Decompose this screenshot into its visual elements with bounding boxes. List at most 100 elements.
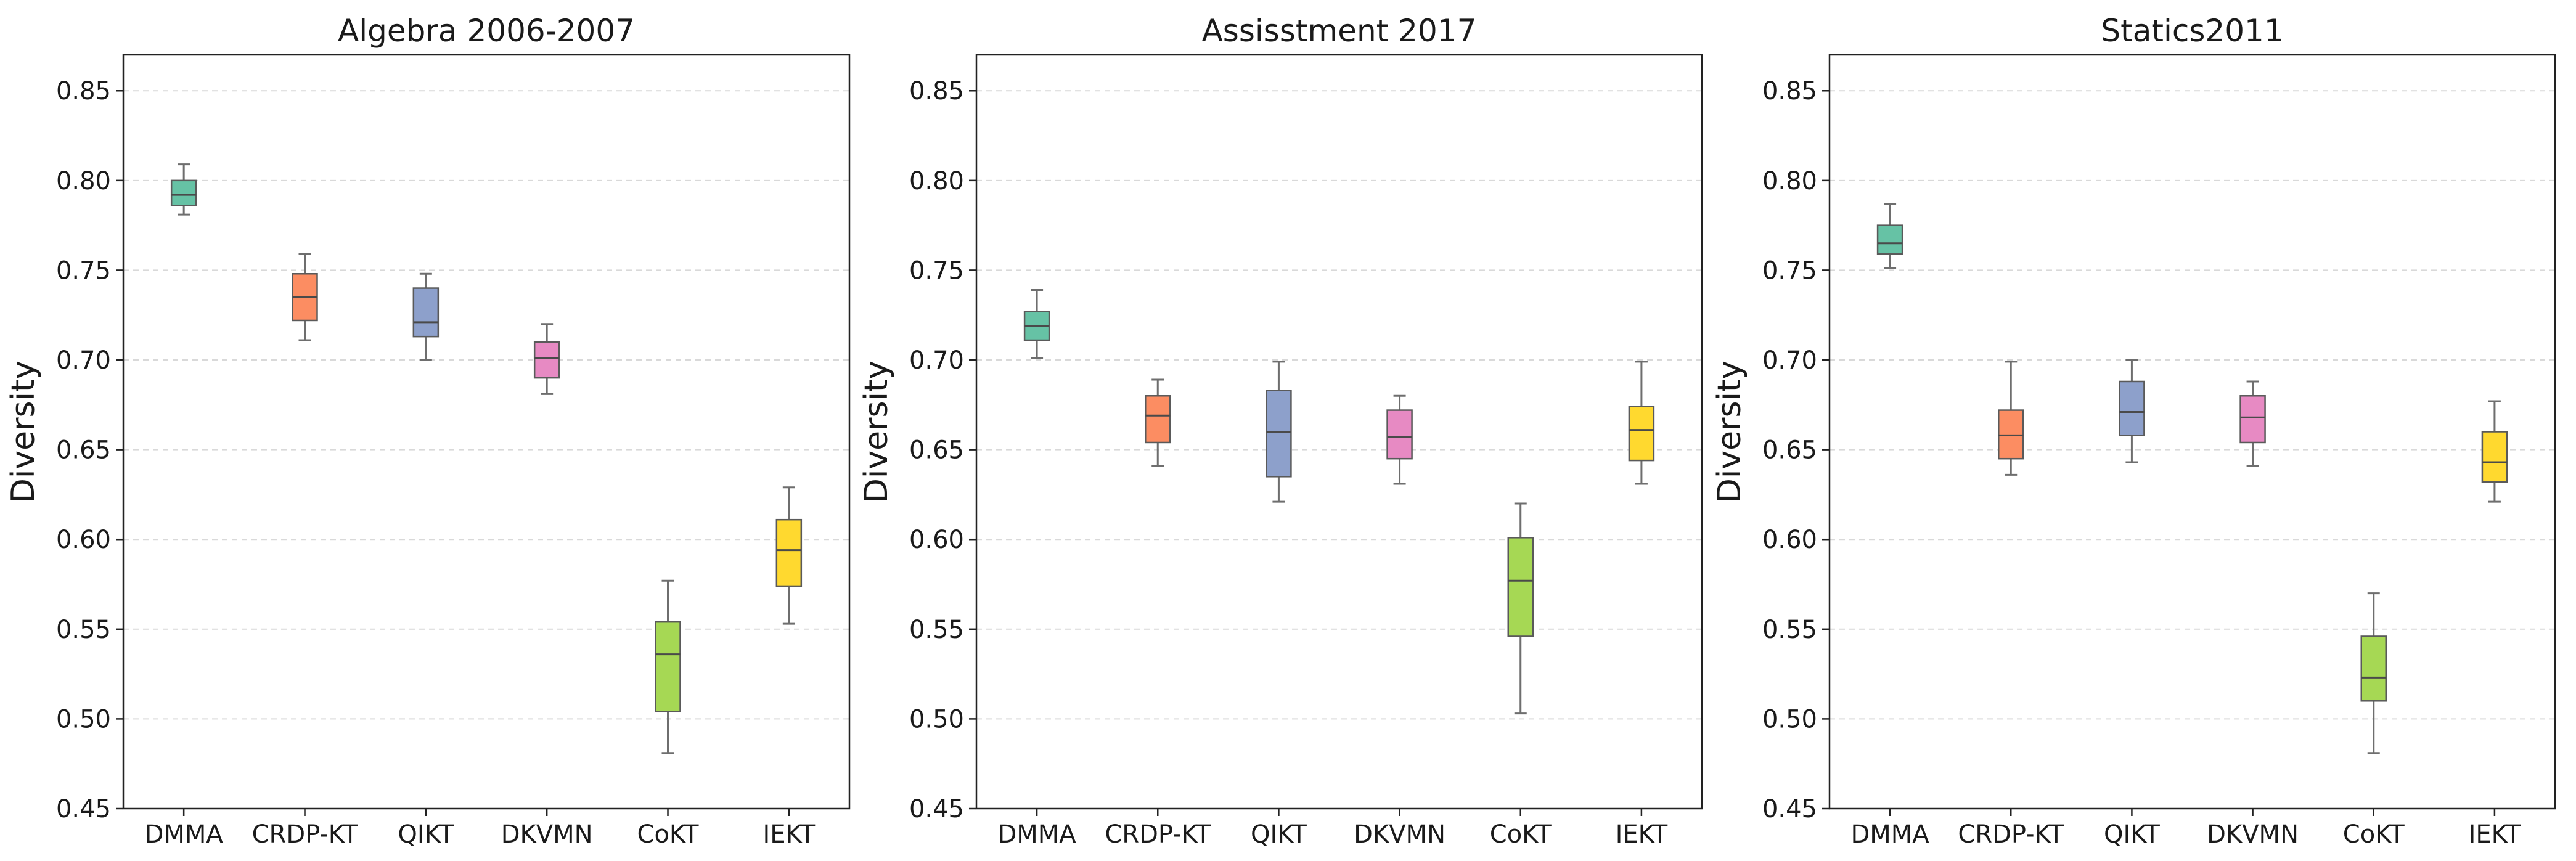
x-tick-label: CRDP-KT bbox=[1105, 820, 1211, 849]
x-tick-label: IEKT bbox=[2469, 820, 2521, 849]
x-tick-label: DMMA bbox=[1850, 820, 1929, 849]
y-tick-label: 0.85 bbox=[909, 77, 964, 105]
iqr-box bbox=[1507, 537, 1534, 637]
panel-title: Statics2011 bbox=[2101, 13, 2283, 49]
panel-assistment: Assisstment 2017 Diversity 0.450.500.550… bbox=[858, 13, 1703, 849]
panel-title: Algebra 2006-2007 bbox=[338, 13, 635, 49]
box-cokt bbox=[655, 579, 681, 754]
x-tick-label: CRDP-KT bbox=[252, 820, 358, 849]
y-axis-label: Diversity bbox=[5, 361, 42, 503]
y-tick-label: 0.80 bbox=[1762, 167, 1817, 195]
x-tick-label: DMMA bbox=[997, 820, 1076, 849]
panel-algebra: Algebra 2006-2007 Diversity 0.45 0.50 0.55… bbox=[5, 13, 851, 849]
y-ticks: 0.45 0.50 0.55 0.60 0.65 0.70 0.75 0.80 0.85 bbox=[909, 77, 976, 823]
iqr-box bbox=[1628, 406, 1655, 462]
y-tick-label: 0.65 bbox=[56, 436, 111, 465]
y-grid bbox=[976, 90, 1702, 720]
panel-title: Assisstment 2017 bbox=[1202, 13, 1477, 49]
box-crdp-kt bbox=[1145, 378, 1171, 467]
x-tick-label: CoKT bbox=[2343, 820, 2405, 849]
y-tick-label: 0.45 bbox=[56, 795, 111, 823]
y-tick-label: 0.70 bbox=[56, 346, 111, 375]
x-tick-label: QIKT bbox=[398, 820, 454, 849]
plot-frame bbox=[1828, 54, 2556, 810]
box-dkvmn bbox=[533, 323, 560, 395]
y-grid bbox=[1830, 90, 2555, 720]
y-tick-label: 0.60 bbox=[1762, 526, 1817, 554]
x-ticks: DMMA CRDP-KT QIKT DKVMN CoKT IEKT bbox=[1850, 809, 2521, 849]
box-crdp-kt bbox=[292, 253, 318, 341]
y-axis-label: Diversity bbox=[858, 361, 895, 503]
y-tick-label: 0.55 bbox=[909, 616, 964, 644]
iqr-box bbox=[775, 518, 803, 587]
x-tick-label: QIKT bbox=[2104, 820, 2160, 849]
box-iekt bbox=[1628, 361, 1655, 485]
x-tick-label: CRDP-KT bbox=[1958, 820, 2064, 849]
y-tick-label: 0.60 bbox=[56, 526, 111, 554]
box-cokt bbox=[2360, 592, 2387, 754]
y-tick-label: 0.60 bbox=[909, 526, 964, 554]
panel-statics: Statics2011 Diversity 0.450.500.550.600.… bbox=[1711, 13, 2556, 849]
iqr-box bbox=[2360, 635, 2387, 702]
iqr-box bbox=[655, 621, 681, 713]
box-dmma bbox=[170, 163, 197, 216]
y-tick-label: 0.75 bbox=[909, 256, 964, 285]
plot-frame bbox=[122, 54, 851, 810]
y-ticks: 0.45 0.50 0.55 0.60 0.65 0.70 0.75 0.80 0.85 bbox=[1762, 77, 1830, 823]
y-tick-label: 0.80 bbox=[909, 167, 964, 195]
iqr-box bbox=[1386, 409, 1413, 460]
y-tick-label: 0.55 bbox=[56, 616, 111, 644]
y-tick-label: 0.85 bbox=[56, 77, 111, 105]
box-crdp-kt bbox=[1998, 361, 2024, 476]
y-tick-label: 0.85 bbox=[1762, 77, 1817, 105]
iqr-box bbox=[2239, 395, 2266, 444]
box-plots bbox=[170, 163, 803, 754]
iqr-box bbox=[412, 287, 440, 338]
y-tick-label: 0.75 bbox=[56, 256, 111, 285]
x-tick-label: DMMA bbox=[145, 820, 224, 849]
box-cokt bbox=[1507, 502, 1534, 715]
box-qikt bbox=[1266, 361, 1292, 503]
y-tick-label: 0.65 bbox=[1762, 436, 1817, 465]
box-iekt bbox=[775, 486, 803, 625]
y-tick-label: 0.45 bbox=[1762, 795, 1817, 823]
y-tick-label: 0.70 bbox=[909, 346, 964, 375]
iqr-box bbox=[2481, 431, 2508, 483]
y-tick-label: 0.45 bbox=[909, 795, 964, 823]
box-qikt bbox=[412, 272, 440, 361]
box-dkvmn bbox=[2239, 380, 2266, 467]
x-ticks: DMMA CRDP-KT QIKT DKVMN CoKT IEKT bbox=[997, 809, 1668, 849]
box-plots bbox=[1023, 288, 1655, 715]
y-tick-label: 0.50 bbox=[56, 705, 111, 733]
y-ticks: 0.45 0.50 0.55 0.60 0.65 0.70 0.75 0.80 0.85 bbox=[56, 77, 123, 823]
y-tick-label: 0.75 bbox=[1762, 256, 1817, 285]
box-dmma bbox=[1023, 288, 1050, 359]
x-tick-label: IEKT bbox=[763, 820, 816, 849]
x-tick-label: DKVMN bbox=[501, 820, 593, 849]
box-dmma bbox=[1876, 203, 1903, 270]
box-dkvmn bbox=[1386, 394, 1413, 485]
box-plots bbox=[1876, 203, 2508, 754]
y-tick-label: 0.50 bbox=[909, 705, 964, 733]
y-tick-label: 0.65 bbox=[909, 436, 964, 465]
x-tick-label: IEKT bbox=[1616, 820, 1668, 849]
y-axis-label: Diversity bbox=[1711, 361, 1748, 503]
iqr-box bbox=[1145, 395, 1171, 444]
x-tick-label: QIKT bbox=[1251, 820, 1307, 849]
y-tick-label: 0.50 bbox=[1762, 705, 1817, 733]
x-tick-label: CoKT bbox=[637, 820, 700, 849]
x-tick-label: CoKT bbox=[1490, 820, 1552, 849]
iqr-box bbox=[1266, 390, 1292, 478]
x-ticks: DMMA CRDP-KT QIKT DKVMN CoKT IEKT bbox=[145, 809, 816, 849]
plot-frame bbox=[975, 54, 1703, 810]
y-grid bbox=[123, 90, 849, 720]
box-qikt bbox=[2119, 359, 2145, 463]
x-tick-label: DKVMN bbox=[2207, 820, 2299, 849]
x-tick-label: DKVMN bbox=[1354, 820, 1445, 849]
iqr-box bbox=[2119, 380, 2145, 436]
box-iekt bbox=[2481, 400, 2508, 503]
iqr-box bbox=[1876, 224, 1903, 255]
y-tick-label: 0.70 bbox=[1762, 346, 1817, 375]
iqr-box bbox=[533, 341, 560, 379]
